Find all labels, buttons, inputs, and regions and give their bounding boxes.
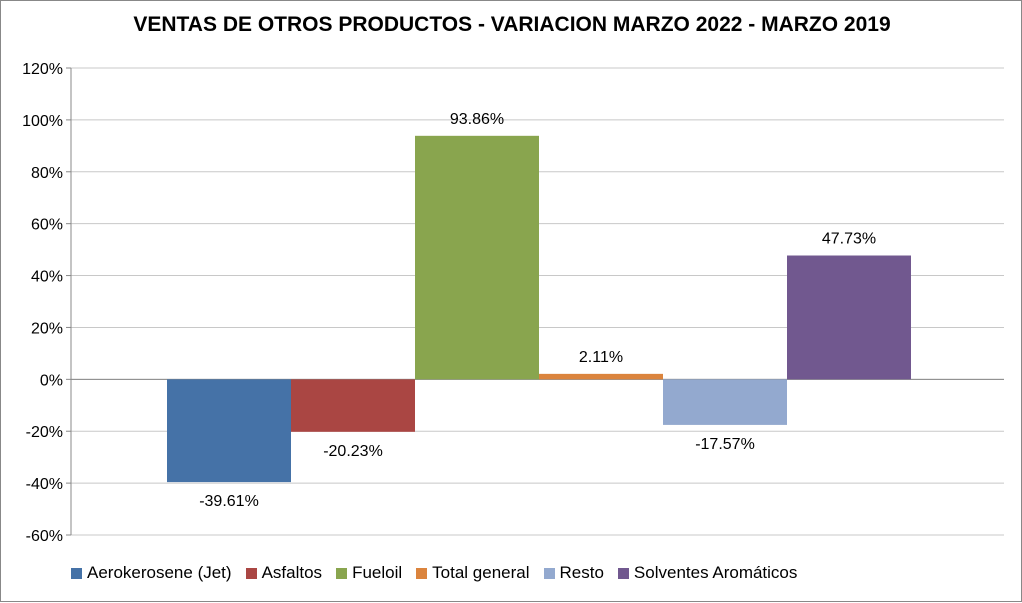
y-tick-label: -40%	[26, 476, 63, 493]
legend-item: Solventes Aromáticos	[617, 563, 798, 583]
y-tick-label: 40%	[31, 269, 63, 286]
data-label: -20.23%	[323, 443, 383, 460]
legend-label: Solventes Aromáticos	[633, 563, 798, 582]
legend-label: Fueloil	[352, 563, 403, 582]
bar-asfaltos	[291, 379, 415, 432]
legend-swatch	[71, 567, 82, 579]
data-label: -39.61%	[199, 493, 259, 510]
legend-swatch	[543, 567, 555, 579]
chart-title: VENTAS DE OTROS PRODUCTOS - VARIACION MA…	[133, 13, 891, 36]
data-label: 2.11%	[579, 349, 623, 366]
bar-total-general	[539, 373, 663, 380]
y-tick-label: 80%	[31, 165, 63, 182]
legend-swatch	[245, 567, 257, 579]
y-tick-label: 100%	[22, 113, 63, 130]
y-tick-label: -60%	[26, 528, 63, 545]
legend-item: Aerokerosene (Jet)	[71, 563, 232, 583]
legend-label: Resto	[559, 563, 604, 582]
y-tick-label: 20%	[31, 320, 63, 337]
data-label: 47.73%	[822, 231, 876, 248]
data-label: -17.57%	[695, 436, 755, 453]
y-tick-label: 60%	[31, 217, 63, 234]
legend: Aerokerosene (Jet) Asfaltos Fueloil Total g…	[71, 563, 797, 583]
legend-swatch	[617, 567, 629, 579]
legend-item: Total general	[416, 563, 530, 583]
y-tick-label: 120%	[22, 61, 63, 78]
legend-swatch	[336, 567, 348, 579]
legend-item: Resto	[543, 563, 604, 583]
legend-item: Asfaltos	[245, 563, 323, 583]
data-label: 93.86%	[450, 111, 504, 128]
bar-aerokerosene-jet-	[167, 379, 291, 483]
y-tick-label: 0%	[40, 372, 63, 389]
legend-label: Total general	[432, 563, 530, 582]
legend-label: Aerokerosene (Jet)	[87, 563, 232, 582]
legend-item: Fueloil	[336, 563, 402, 583]
bar-resto	[663, 379, 787, 425]
bar-fueloil	[415, 135, 539, 380]
legend-swatch	[416, 567, 428, 579]
y-tick-label: -20%	[26, 424, 63, 441]
bar-solventes-arom-ticos	[787, 255, 911, 380]
legend-label: Asfaltos	[261, 563, 323, 582]
